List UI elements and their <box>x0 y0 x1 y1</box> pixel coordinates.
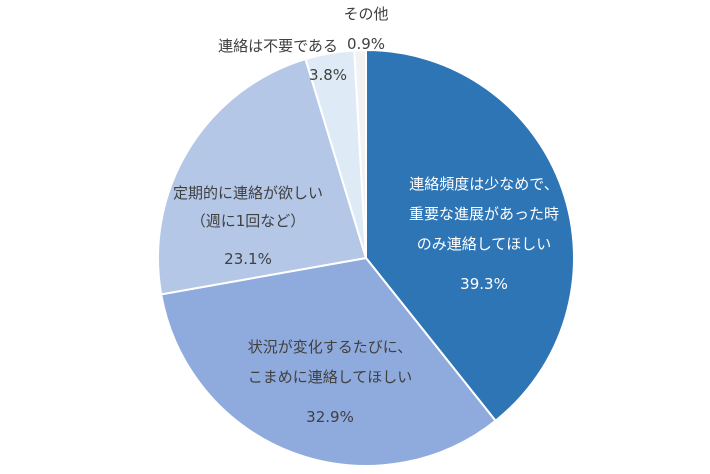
slice-2-value: 32.9% <box>306 408 354 426</box>
slice-3-label: （週に1回など） <box>191 212 306 230</box>
slice-5-label: その他 <box>343 5 388 23</box>
pie-slice-5 <box>353 48 367 259</box>
slice-4-value: 3.8% <box>309 66 347 84</box>
pie-slice-1 <box>365 48 575 423</box>
slice-3-value: 23.1% <box>224 250 272 268</box>
slice-2-label: 状況が変化するたびに、 <box>248 338 413 356</box>
pie-slice-2 <box>160 256 497 467</box>
slice-3-label: 定期的に連絡が欲しい <box>173 184 323 202</box>
slice-1-label: のみ連絡してほしい <box>417 235 552 253</box>
slice-1-value: 39.3% <box>460 275 508 293</box>
slice-1-label: 連絡頻度は少なめで、 <box>409 175 558 193</box>
slice-1-label: 重要な進展があった時 <box>409 205 559 223</box>
pie-slice-3 <box>157 57 368 296</box>
slice-4-label: 連絡は不要である <box>218 37 338 55</box>
slice-5-value: 0.9% <box>347 35 385 53</box>
slice-2-label: こまめに連絡してほしい <box>248 368 413 386</box>
pie-slices <box>157 48 575 467</box>
